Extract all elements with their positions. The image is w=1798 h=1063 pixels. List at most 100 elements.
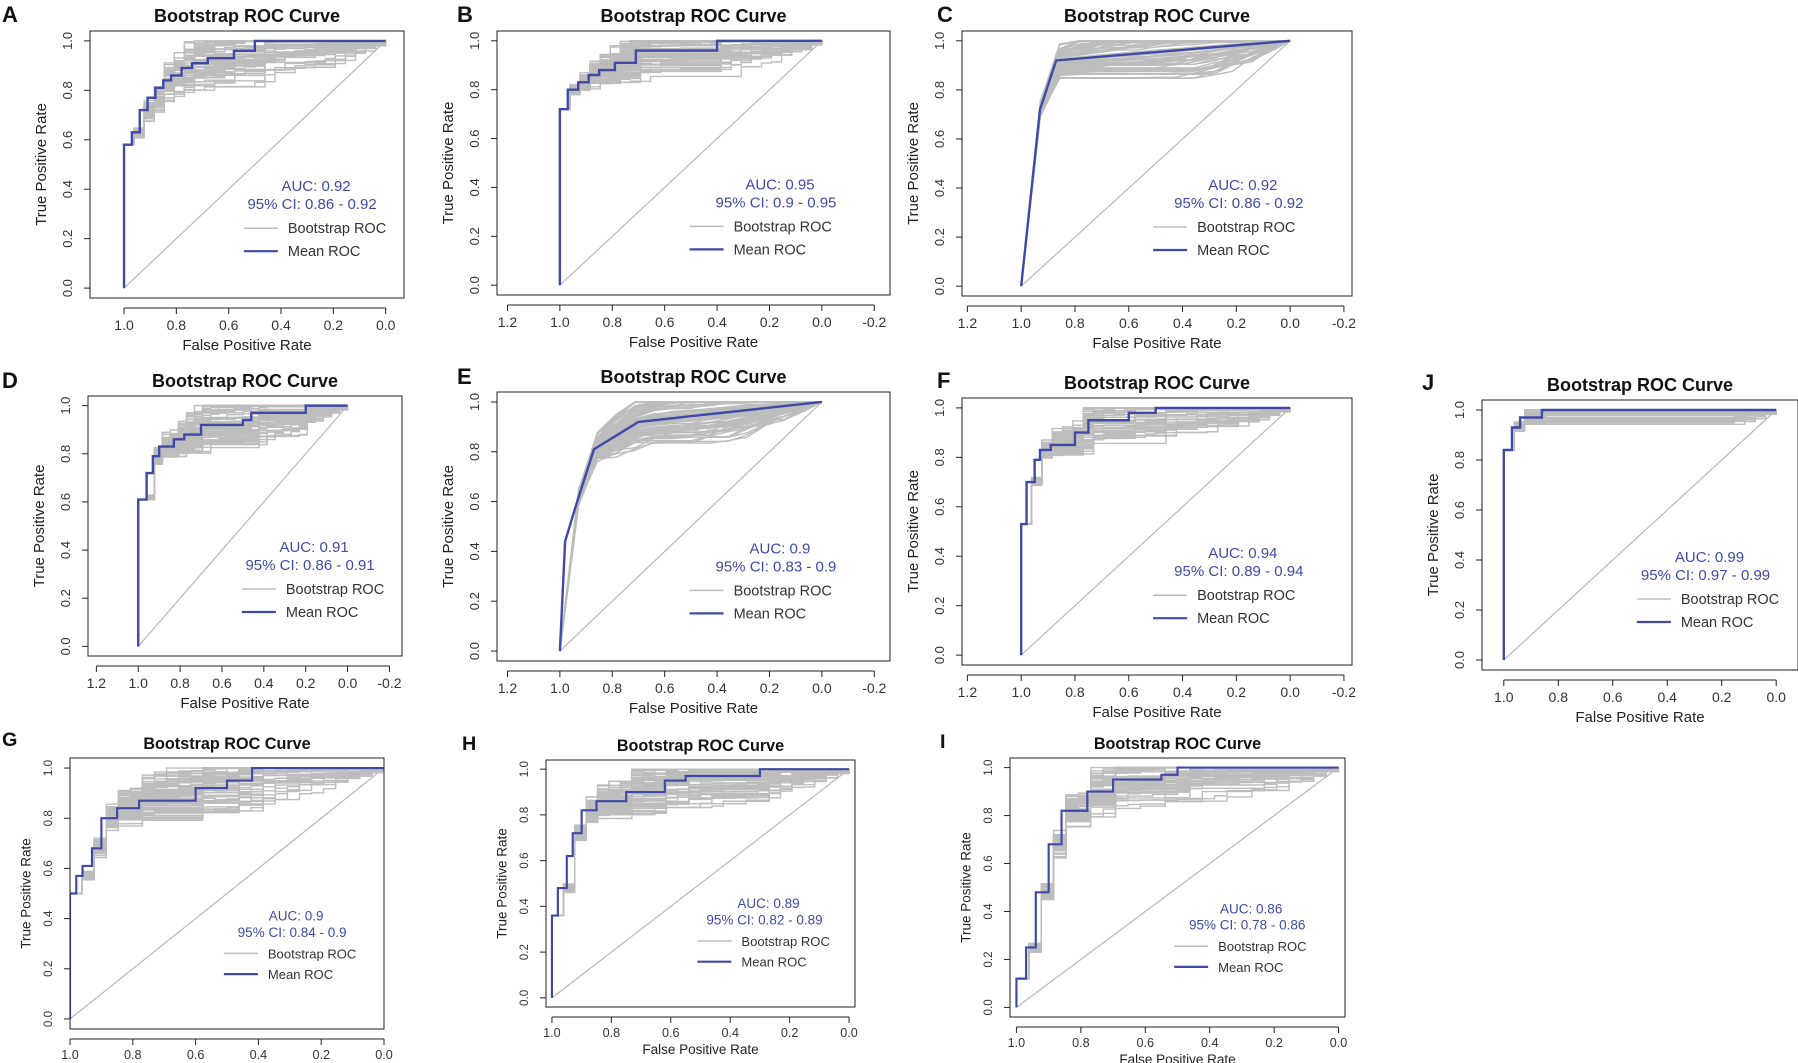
x-tick-label: 0.0 bbox=[812, 314, 832, 330]
bootstrap-roc-line bbox=[551, 769, 850, 998]
bootstrap-roc-line bbox=[137, 405, 349, 647]
roc-panel-e: E Bootstrap ROC Curve 0.0 0.2 0.4 0.6 0.8 1.0 1.… bbox=[440, 364, 891, 717]
x-axis-label: False Positive Rate bbox=[1092, 704, 1221, 721]
x-tick-label: 0.8 bbox=[603, 1026, 621, 1040]
auc-text: AUC: 0.92 bbox=[1208, 177, 1277, 194]
diagonal-reference bbox=[123, 40, 387, 289]
legend-bootstrap-label: Bootstrap ROC bbox=[1218, 939, 1306, 954]
bootstrap-roc-line bbox=[1020, 40, 1291, 287]
y-tick-label: 0.6 bbox=[58, 493, 73, 511]
bootstrap-roc-line bbox=[1503, 410, 1777, 660]
y-tick-label: 0.8 bbox=[60, 81, 75, 99]
plot-frame bbox=[545, 759, 856, 1008]
bootstrap-roc-line bbox=[1020, 40, 1291, 287]
y-tick-label: 0.2 bbox=[932, 597, 947, 615]
mean-roc-line bbox=[558, 39, 822, 286]
plot-frame bbox=[1481, 399, 1798, 671]
bootstrap-roc-line bbox=[137, 404, 348, 647]
y-tick-label: 0.0 bbox=[1452, 651, 1467, 669]
legend-mean-label: Mean ROC bbox=[1681, 615, 1754, 631]
bootstrap-roc-line bbox=[1015, 767, 1340, 1008]
bootstrap-roc-line bbox=[1020, 40, 1291, 287]
panel-letter: G bbox=[2, 729, 17, 751]
y-axis-label: True Positive Rate bbox=[905, 102, 922, 225]
y-axis-label: True Positive Rate bbox=[1425, 474, 1442, 597]
y-tick-label: 0.2 bbox=[467, 227, 482, 245]
x-tick-label: 0.4 bbox=[1658, 689, 1678, 705]
bootstrap-roc-line bbox=[1020, 40, 1291, 287]
x-tick-label: 0.6 bbox=[1119, 684, 1139, 700]
y-tick-label: 0.2 bbox=[932, 228, 947, 246]
diagonal-reference bbox=[559, 401, 823, 652]
diagonal-reference bbox=[1016, 767, 1339, 1008]
x-tick-label: 0.2 bbox=[1265, 1036, 1283, 1050]
y-tick-label: 0.8 bbox=[518, 807, 531, 823]
y-tick-label: 1.0 bbox=[42, 759, 55, 776]
legend-mean-label: Mean ROC bbox=[286, 605, 359, 621]
bootstrap-roc-line bbox=[137, 405, 349, 647]
x-tick-label: 0.4 bbox=[254, 675, 274, 691]
bootstrap-roc-line bbox=[1020, 407, 1291, 656]
y-tick-label: 0.8 bbox=[932, 81, 947, 99]
mean-roc-line bbox=[1015, 766, 1339, 1008]
x-tick-label: 1.0 bbox=[114, 317, 134, 333]
mean-roc-line bbox=[558, 400, 823, 652]
bootstrap-roc-line bbox=[1020, 40, 1291, 287]
plot-frame bbox=[89, 30, 405, 299]
ci-text: 95% CI: 0.97 - 0.99 bbox=[1641, 567, 1770, 584]
x-tick-label: 1.0 bbox=[1494, 689, 1514, 705]
auc-text: AUC: 0.92 bbox=[281, 178, 350, 195]
plot-frame bbox=[496, 391, 891, 662]
bootstrap-roc-line bbox=[1020, 407, 1291, 656]
mean-roc-line bbox=[1502, 408, 1777, 660]
bootstrap-roc-line bbox=[559, 401, 823, 652]
bootstrap-roc-line bbox=[123, 40, 387, 289]
y-tick-label: 0.4 bbox=[932, 547, 947, 565]
legend-bootstrap-label: Bootstrap ROC bbox=[1197, 588, 1295, 604]
mean-roc-line bbox=[1019, 39, 1291, 287]
diagonal-reference bbox=[559, 40, 823, 286]
diagonal-reference bbox=[137, 405, 349, 647]
x-tick-label: 0.8 bbox=[1549, 689, 1569, 705]
x-tick-label: 0.0 bbox=[338, 675, 358, 691]
x-tick-label: 0.4 bbox=[1173, 684, 1193, 700]
chart-title: Bootstrap ROC Curve bbox=[143, 735, 310, 753]
y-axis-label: True Positive Rate bbox=[440, 102, 457, 225]
bootstrap-roc-line bbox=[1503, 410, 1777, 660]
x-tick-label: -0.2 bbox=[1332, 684, 1356, 700]
y-tick-label: 0.8 bbox=[467, 443, 482, 461]
legend-mean-label: Mean ROC bbox=[1218, 960, 1283, 975]
x-tick-label: 1.0 bbox=[1011, 684, 1031, 700]
panel-letter: F bbox=[937, 368, 950, 393]
legend-bootstrap-label: Bootstrap ROC bbox=[1681, 592, 1779, 608]
diagonal-reference bbox=[1503, 409, 1777, 661]
x-tick-label: 0.6 bbox=[219, 317, 239, 333]
ci-text: 95% CI: 0.9 - 0.95 bbox=[716, 194, 837, 211]
chart-title: Bootstrap ROC Curve bbox=[1064, 6, 1250, 26]
x-tick-label: 0.0 bbox=[1280, 684, 1300, 700]
panel-letter: C bbox=[937, 2, 953, 27]
auc-text: AUC: 0.95 bbox=[745, 176, 814, 193]
ci-text: 95% CI: 0.83 - 0.9 bbox=[716, 558, 837, 575]
x-tick-label: 1.0 bbox=[550, 680, 570, 696]
legend-mean-label: Mean ROC bbox=[741, 955, 806, 970]
y-tick-label: 0.0 bbox=[467, 642, 482, 660]
y-tick-label: 0.2 bbox=[58, 589, 73, 607]
y-axis-label: True Positive Rate bbox=[958, 832, 973, 943]
legend-mean-label: Mean ROC bbox=[268, 967, 333, 982]
bootstrap-roc-line bbox=[559, 401, 822, 652]
ci-text: 95% CI: 0.89 - 0.94 bbox=[1174, 563, 1303, 580]
roc-panel-d: D Bootstrap ROC Curve 0.0 0.2 0.4 0.6 0.8 1.0 1.… bbox=[2, 368, 403, 712]
plot-frame bbox=[961, 397, 1353, 666]
y-tick-label: 0.6 bbox=[42, 860, 55, 876]
y-tick-label: 0.2 bbox=[1452, 601, 1467, 619]
x-tick-label: 1.0 bbox=[1011, 315, 1031, 331]
bootstrap-roc-line bbox=[123, 40, 387, 289]
x-tick-label: 1.0 bbox=[129, 675, 149, 691]
ci-text: 95% CI: 0.78 - 0.86 bbox=[1189, 918, 1305, 933]
x-tick-label: 0.2 bbox=[312, 1048, 330, 1062]
y-tick-label: 1.0 bbox=[982, 759, 995, 776]
panel-letter: J bbox=[1422, 370, 1434, 395]
y-tick-label: 1.0 bbox=[58, 397, 73, 415]
x-axis-label: False Positive Rate bbox=[629, 334, 758, 351]
